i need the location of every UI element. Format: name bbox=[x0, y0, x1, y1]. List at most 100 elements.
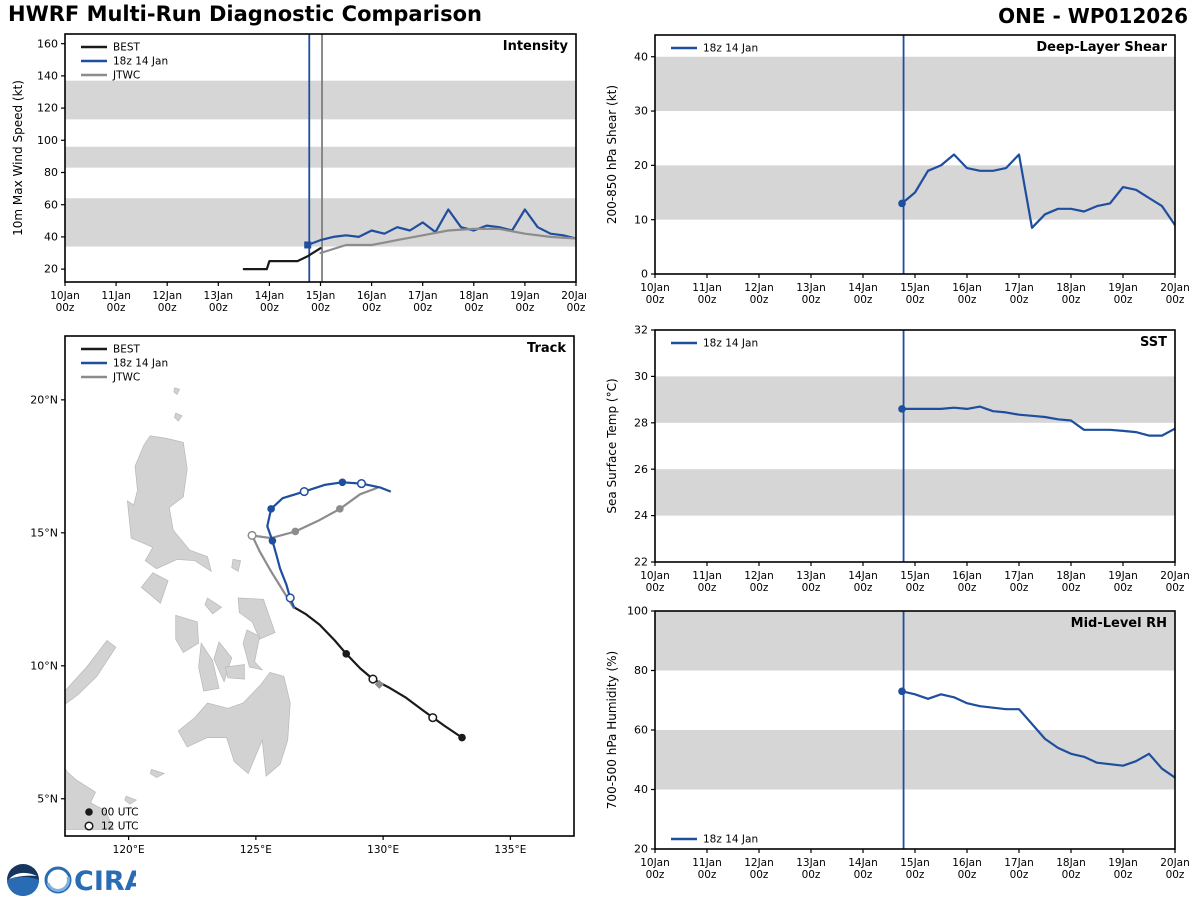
x-tick-label: 13Jan bbox=[796, 282, 826, 294]
series-18z-14-jan bbox=[900, 690, 1175, 779]
category-band bbox=[655, 730, 1175, 790]
x-tick-label: 18Jan bbox=[459, 290, 489, 302]
page-title: HWRF Multi-Run Diagnostic Comparison bbox=[8, 2, 483, 26]
landmass bbox=[173, 387, 180, 396]
x-tick-label: 00z bbox=[1166, 582, 1185, 594]
x-tick-label: 00z bbox=[698, 869, 717, 881]
y-axis-label: 200-850 hPa Shear (kt) bbox=[605, 85, 619, 224]
x-tick-label: 19Jan bbox=[1108, 570, 1138, 582]
panel-title: Track bbox=[527, 341, 566, 356]
x-tick-label: 00z bbox=[958, 582, 977, 594]
x-tick-label: 16Jan bbox=[357, 290, 387, 302]
data-marker bbox=[342, 650, 351, 658]
data-marker bbox=[338, 478, 347, 487]
y-tick-label: 120 bbox=[37, 102, 58, 115]
x-tick-label: 17Jan bbox=[1004, 857, 1034, 869]
y-tick-label: 100 bbox=[627, 605, 648, 618]
x-tick-label: 00z bbox=[362, 302, 381, 314]
panel-title: Mid-Level RH bbox=[1071, 616, 1167, 631]
x-tick-label: 15Jan bbox=[306, 290, 336, 302]
sst-plot: 22242628303210Jan00z11Jan00z12Jan00z13Ja… bbox=[605, 324, 1190, 594]
x-tick-label: 00z bbox=[1062, 294, 1081, 306]
data-marker-open bbox=[299, 487, 309, 497]
x-tick-label: 14Jan bbox=[848, 570, 878, 582]
series-best bbox=[242, 247, 322, 271]
intensity-chart: 20 40 60 80 100 120 140 160 10Jan 00z 11Jan 00z 12Ja… bbox=[8, 28, 591, 328]
legend-label: 00 UTC bbox=[101, 807, 139, 819]
x-tick-label: 135°E bbox=[494, 844, 526, 856]
x-tick-label: 14Jan bbox=[848, 857, 878, 869]
x-tick-label: 00z bbox=[906, 294, 925, 306]
y-tick-label: 10 bbox=[634, 213, 648, 226]
landmass bbox=[126, 435, 212, 573]
data-marker-open bbox=[285, 593, 295, 603]
data-marker bbox=[304, 241, 312, 249]
x-tick-label: 20Jan bbox=[1160, 570, 1190, 582]
x-tick-label: 00z bbox=[854, 869, 873, 881]
x-tick-label: 00z bbox=[107, 302, 126, 314]
data-marker bbox=[898, 199, 906, 208]
x-tick-label: 120°E bbox=[113, 844, 145, 856]
x-tick-label: 00z bbox=[1062, 869, 1081, 881]
mid-level-rh-chart: 20 40 60 80 100 10Jan 00z 11Jan 00z 12Jan 00z 13Jan… bbox=[602, 603, 1192, 897]
x-tick-label: 12Jan bbox=[744, 570, 774, 582]
x-tick-label: 19Jan bbox=[1108, 857, 1138, 869]
x-tick-label: 10Jan bbox=[50, 290, 80, 302]
landmass bbox=[204, 597, 223, 615]
category-band bbox=[655, 611, 1175, 671]
x-tick-label: 00z bbox=[1166, 869, 1185, 881]
y-tick-label: 40 bbox=[634, 783, 648, 796]
x-tick-label: 00z bbox=[209, 302, 228, 314]
series-18z-14-jan bbox=[306, 208, 576, 247]
category-band bbox=[65, 198, 576, 247]
landmass bbox=[242, 629, 264, 671]
cira-wordmark: CIRA bbox=[74, 866, 136, 897]
x-tick-label: 00z bbox=[515, 302, 534, 314]
landmass bbox=[140, 572, 169, 604]
x-tick-label: 20Jan bbox=[561, 290, 586, 302]
category-band bbox=[655, 469, 1175, 516]
cira-logo: CIRA bbox=[44, 866, 136, 897]
y-tick-label: 32 bbox=[634, 324, 648, 337]
x-tick-label: 19Jan bbox=[510, 290, 540, 302]
y-tick-label: 30 bbox=[634, 105, 648, 118]
x-tick-label: 00z bbox=[958, 869, 977, 881]
x-tick-label: 11Jan bbox=[692, 857, 722, 869]
panel-title: Intensity bbox=[503, 39, 569, 54]
x-tick-label: 20Jan bbox=[1160, 857, 1190, 869]
y-tick-label: 100 bbox=[37, 134, 58, 147]
sst-chart: 22 24 26 28 30 32 10Jan 00z 11Jan 00z 12Jan 00z 13Ja… bbox=[602, 320, 1192, 608]
x-tick-label: 16Jan bbox=[952, 570, 982, 582]
y-tick-label: 60 bbox=[634, 724, 648, 737]
x-tick-label: 00z bbox=[1114, 582, 1133, 594]
x-tick-label: 20Jan bbox=[1160, 282, 1190, 294]
track-map: 5°N 10°N 15°N 20°N 120°E 125°E 130°E 135°E Track… bbox=[8, 328, 586, 876]
shear-plot: 01020304010Jan00z11Jan00z12Jan00z13Jan00… bbox=[605, 34, 1190, 306]
panel-title: SST bbox=[1140, 335, 1167, 350]
track-best bbox=[293, 606, 463, 739]
x-tick-label: 00z bbox=[1062, 582, 1081, 594]
x-tick-label: 00z bbox=[698, 294, 717, 306]
landmass bbox=[177, 671, 291, 777]
x-tick-label: 00z bbox=[1010, 294, 1029, 306]
landmass bbox=[65, 767, 114, 830]
x-tick-label: 00z bbox=[1010, 869, 1029, 881]
x-tick-label: 16Jan bbox=[952, 857, 982, 869]
legend-label: 18z 14 Jan bbox=[703, 338, 758, 350]
x-tick-label: 00z bbox=[413, 302, 432, 314]
legend-label: 18z 14 Jan bbox=[113, 358, 168, 370]
landmass bbox=[231, 558, 242, 572]
data-marker bbox=[267, 505, 275, 513]
y-tick-label: 0 bbox=[641, 268, 648, 281]
x-tick-label: 00z bbox=[906, 869, 925, 881]
landmass bbox=[198, 642, 220, 692]
legend-label: 18z 14 Jan bbox=[703, 43, 758, 55]
data-marker bbox=[898, 687, 906, 696]
x-tick-label: 00z bbox=[1114, 294, 1133, 306]
rh-plot: 2040608010010Jan00z11Jan00z12Jan00z13Jan… bbox=[605, 605, 1190, 881]
x-tick-label: 12Jan bbox=[152, 290, 182, 302]
series-18z-14-jan bbox=[900, 405, 1175, 437]
y-axis-label: 700-500 hPa Humidity (%) bbox=[605, 651, 619, 809]
x-tick-label: 125°E bbox=[240, 844, 272, 856]
intensity-plot: 2040608010012014016010Jan00z11Jan00z12Ja… bbox=[11, 33, 591, 314]
